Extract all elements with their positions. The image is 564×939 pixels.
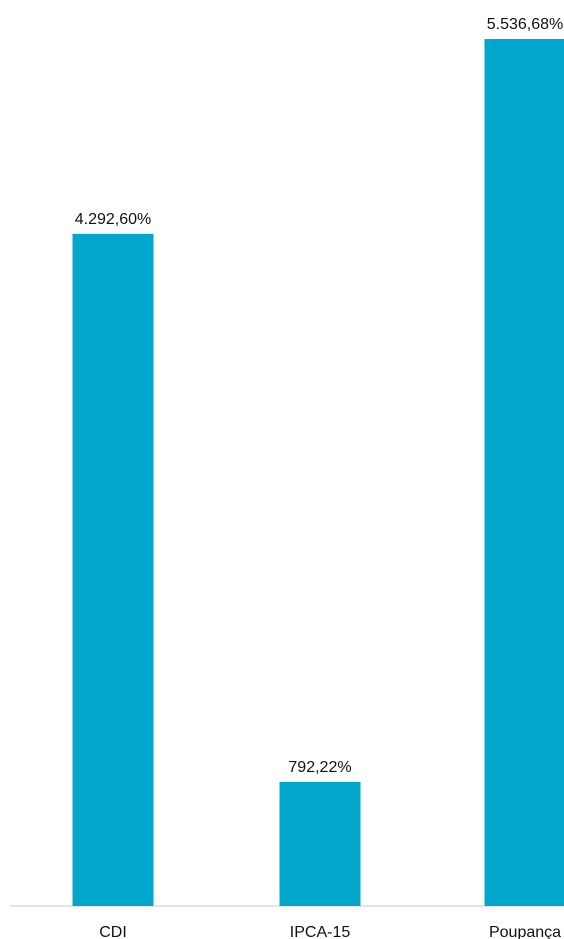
- bar-poupan-a: [484, 39, 564, 906]
- bar-cdi: [72, 233, 154, 907]
- bar-value-label: 5.536,68%: [487, 16, 564, 33]
- x-tick-label: CDI: [99, 924, 127, 939]
- x-tick-label: IPCA-15: [290, 924, 351, 939]
- bar-value-label: 792,22%: [288, 759, 351, 776]
- bar-ipca-15: [279, 781, 361, 906]
- x-tick-label: Poupança: [489, 924, 561, 939]
- bar-value-label: 4.292,60%: [75, 211, 152, 228]
